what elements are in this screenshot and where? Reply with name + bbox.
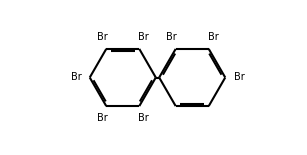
Text: Br: Br: [138, 32, 149, 42]
Text: Br: Br: [166, 32, 177, 42]
Text: Br: Br: [234, 73, 244, 82]
Text: Br: Br: [208, 32, 218, 42]
Text: Br: Br: [97, 32, 107, 42]
Text: Br: Br: [138, 113, 149, 123]
Text: Br: Br: [97, 113, 107, 123]
Text: Br: Br: [71, 73, 81, 82]
